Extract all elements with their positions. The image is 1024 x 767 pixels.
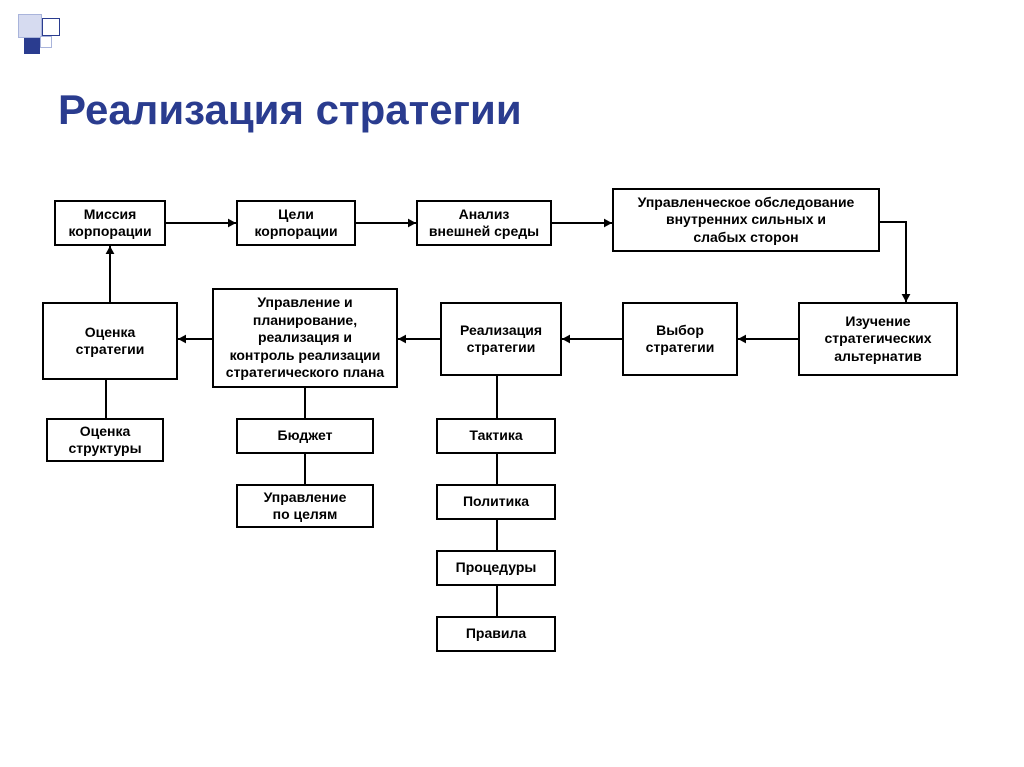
node-implement: Реализациястратегии (440, 302, 562, 376)
node-policy: Политика (436, 484, 556, 520)
node-rules: Правила (436, 616, 556, 652)
node-choice: Выборстратегии (622, 302, 738, 376)
node-survey: Управленческое обследованиевнутренних си… (612, 188, 880, 252)
node-ext_analysis: Анализвнешней среды (416, 200, 552, 246)
page-title: Реализация стратегии (58, 86, 522, 134)
node-eval_struct: Оценкаструктуры (46, 418, 164, 462)
node-tactics: Тактика (436, 418, 556, 454)
node-evaluate: Оценкастратегии (42, 302, 178, 380)
node-study_alt: Изучениестратегическихальтернатив (798, 302, 958, 376)
node-mgmt_goals: Управлениепо целям (236, 484, 374, 528)
node-manage: Управление ипланирование,реализация икон… (212, 288, 398, 388)
node-procedures: Процедуры (436, 550, 556, 586)
strategy-flowchart: Миссиякорпорации Целикорпорации Анализвнеш… (36, 182, 996, 722)
node-budget: Бюджет (236, 418, 374, 454)
node-mission: Миссиякорпорации (54, 200, 166, 246)
node-goals: Целикорпорации (236, 200, 356, 246)
